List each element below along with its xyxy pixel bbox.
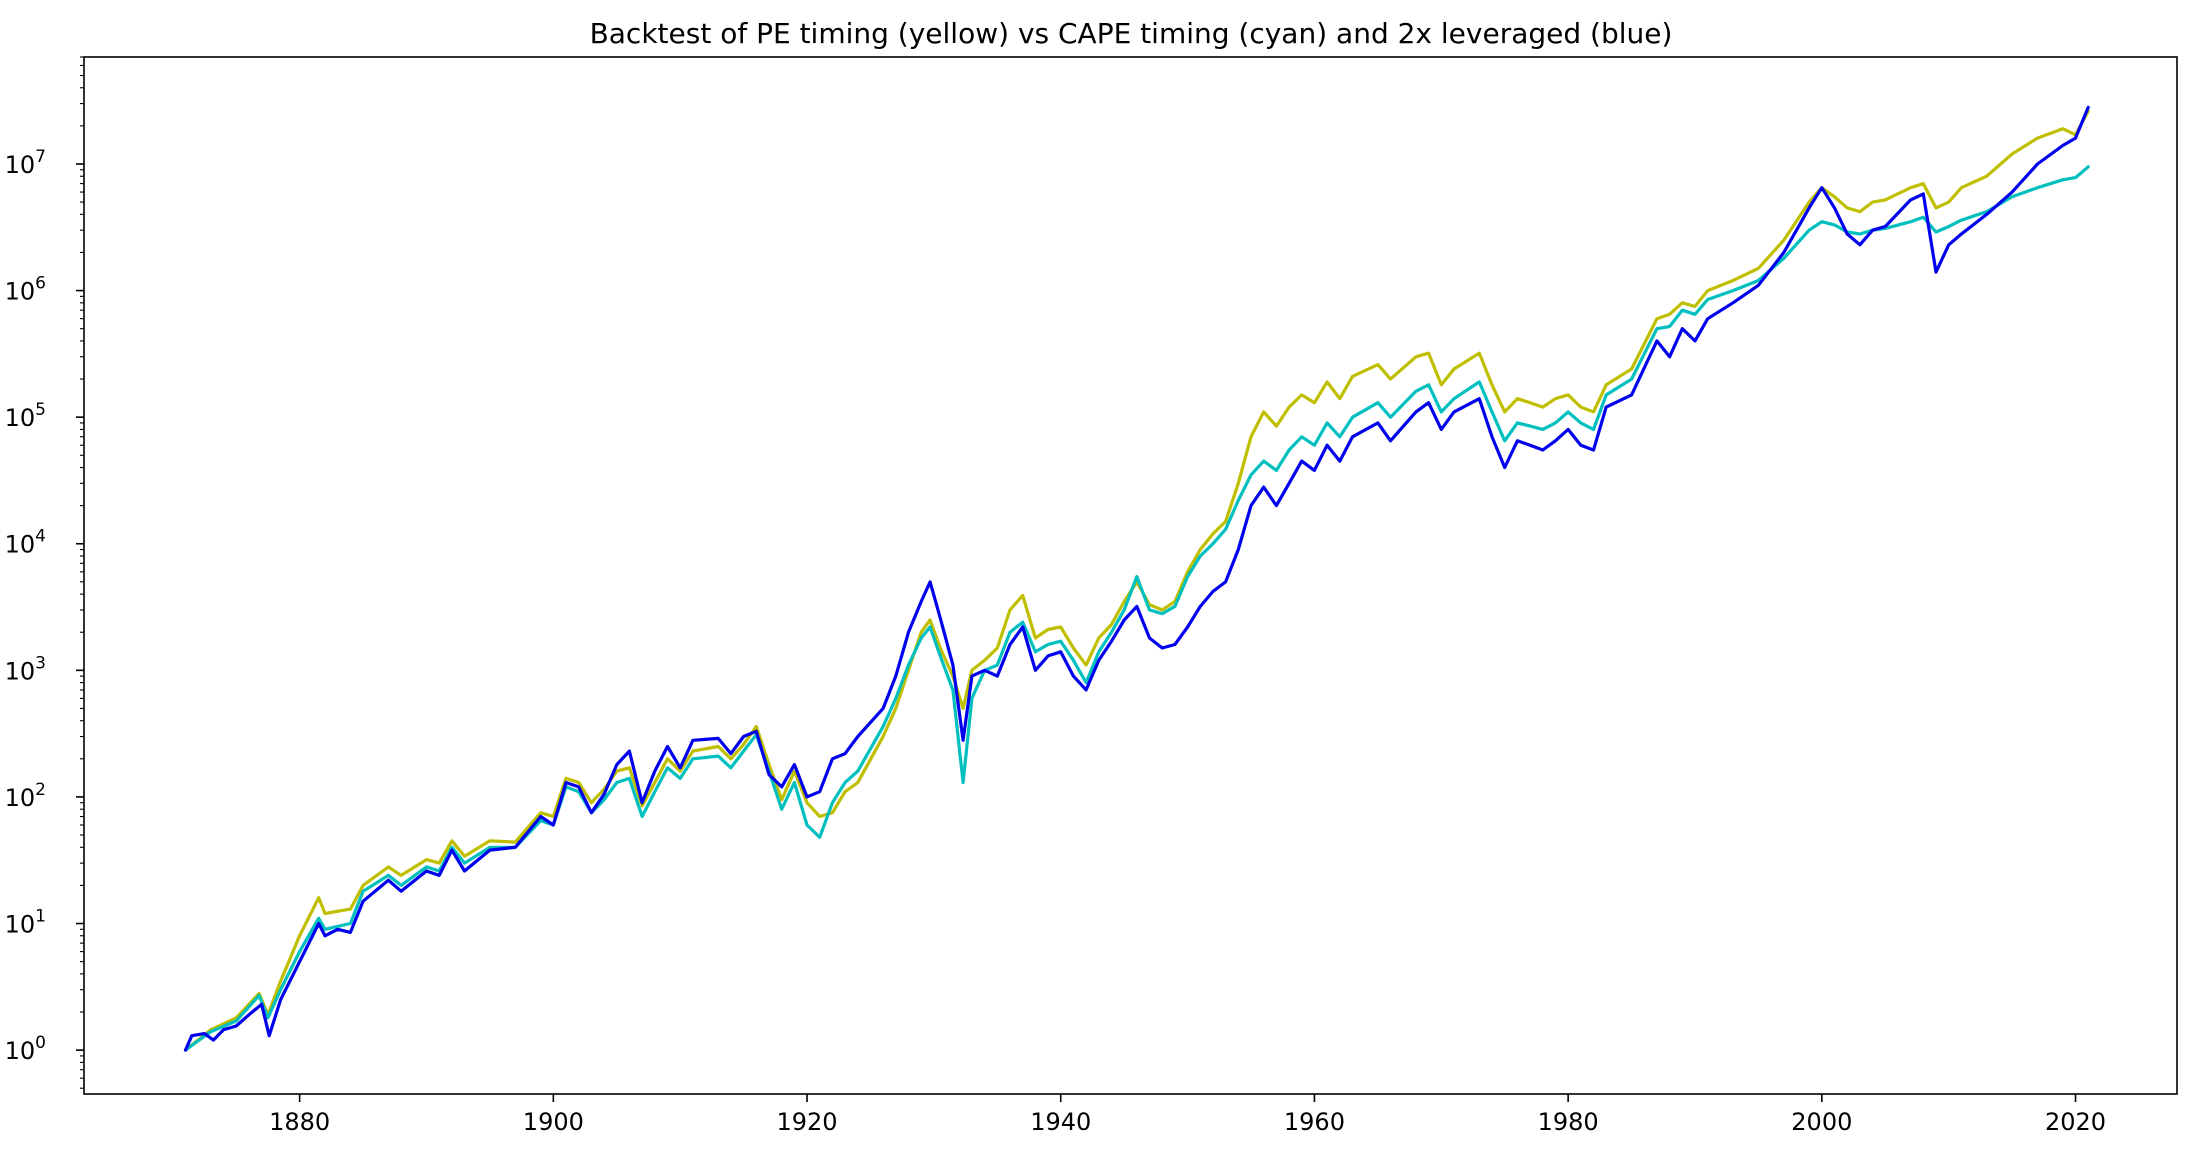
x-tick-label: 1920: [776, 1108, 837, 1136]
x-tick-label: 1960: [1284, 1108, 1345, 1136]
y-tick-label: 105: [5, 400, 46, 432]
x-tick-label: 1980: [1538, 1108, 1599, 1136]
y-tick-label: 106: [5, 274, 46, 306]
y-tick-label: 104: [5, 527, 46, 559]
x-tick-label: 2000: [1791, 1108, 1852, 1136]
y-axis: 100 101 102 103 104 105 106 107: [5, 56, 84, 1089]
y-tick-label: 103: [5, 653, 46, 685]
y-tick-label: 102: [5, 780, 46, 812]
series-layer: [183, 105, 2090, 1052]
x-tick-label: 1900: [523, 1108, 584, 1136]
x-tick-label: 1940: [1030, 1108, 1091, 1136]
series-line-3: [183, 105, 2090, 1052]
series-line-1: [183, 109, 2090, 1052]
chart-title: Backtest of PE timing (yellow) vs CAPE t…: [590, 17, 1673, 50]
y-tick-label: 101: [5, 907, 46, 939]
plot-frame: [83, 56, 2178, 1095]
y-tick-label: 107: [5, 147, 46, 179]
x-tick-label: 1880: [269, 1108, 330, 1136]
y-tick-label: 100: [5, 1033, 46, 1065]
x-tick-label: 2020: [2045, 1108, 2106, 1136]
x-axis: 1880 1900 1920 1940 1960 1980 2000 2020: [269, 1094, 2106, 1136]
